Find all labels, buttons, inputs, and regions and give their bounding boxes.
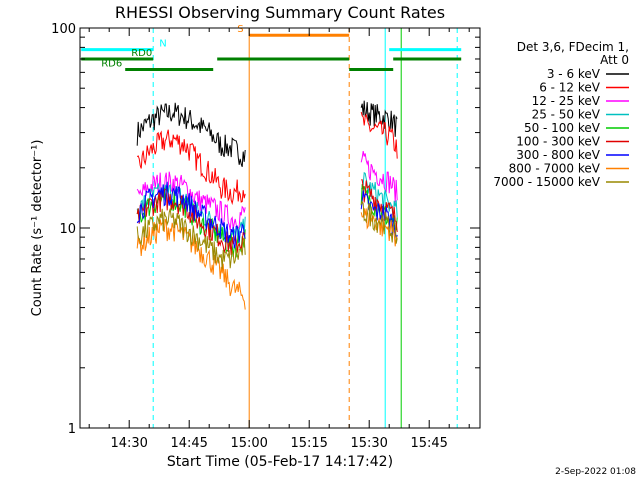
legend-label-5: 100 - 300 keV [516,135,600,149]
legend-label-6: 300 - 800 keV [516,148,600,162]
x-tick-label-0: 14:30 [110,436,147,451]
series-line-8-segment-0 [136,208,246,270]
flag-label-s: S [237,24,243,35]
series-line-0-segment-1 [360,100,398,137]
legend-label-2: 12 - 25 keV [532,94,601,108]
y-tick-label-0: 1 [68,422,76,437]
legend-header-line-1: Det 3,6, FDecim 1, [517,40,629,54]
series-line-2-segment-1 [360,151,398,203]
x-tick-label-1: 14:45 [170,436,207,451]
render-timestamp: 2-Sep-2022 01:08 [555,467,636,477]
plot-area: N S RD0 RD6 [81,24,462,428]
y-axis-label: Count Rate (s⁻¹ detector⁻¹) [30,140,45,317]
x-tick-label-3: 15:15 [290,436,327,451]
series-line-6-segment-0 [136,181,246,249]
series-line-1-segment-0 [136,129,246,206]
x-tick-label-5: 15:45 [410,436,447,451]
series-line-0-segment-0 [136,102,246,167]
x-axis-label: Start Time (05-Feb-17 14:17:42) [167,454,393,470]
y-tick-label-1: 10 [59,222,76,237]
series-line-7-segment-1 [360,208,398,247]
legend-label-1: 6 - 12 keV [539,81,601,95]
legend-label-8: 7000 - 15000 keV [493,175,600,189]
y-tick-label-2: 100 [51,22,76,37]
axis-ticks: 14:30 14:45 15:00 15:15 15:30 15:45 1 10 100 [51,22,480,451]
x-tick-label-2: 15:00 [230,436,267,451]
flag-label-rd6: RD6 [101,59,122,70]
series-line-6-segment-1 [360,190,398,240]
flag-label-rd0: RD0 [131,48,152,59]
legend-header-line-2: Att 0 [600,53,629,67]
chart-title: RHESSI Observing Summary Count Rates [115,3,445,22]
flag-label-n: N [159,39,166,50]
legend-label-7: 800 - 7000 keV [509,162,601,176]
series-line-7-segment-0 [136,216,246,310]
x-tick-label-4: 15:30 [350,436,387,451]
legend-label-4: 50 - 100 keV [524,121,601,135]
series-line-5-segment-1 [361,179,398,233]
legend-label-3: 25 - 50 keV [532,108,601,122]
legend-label-0: 3 - 6 keV [547,67,601,81]
series-line-8-segment-1 [360,200,398,244]
series-line-1-segment-1 [360,111,398,159]
